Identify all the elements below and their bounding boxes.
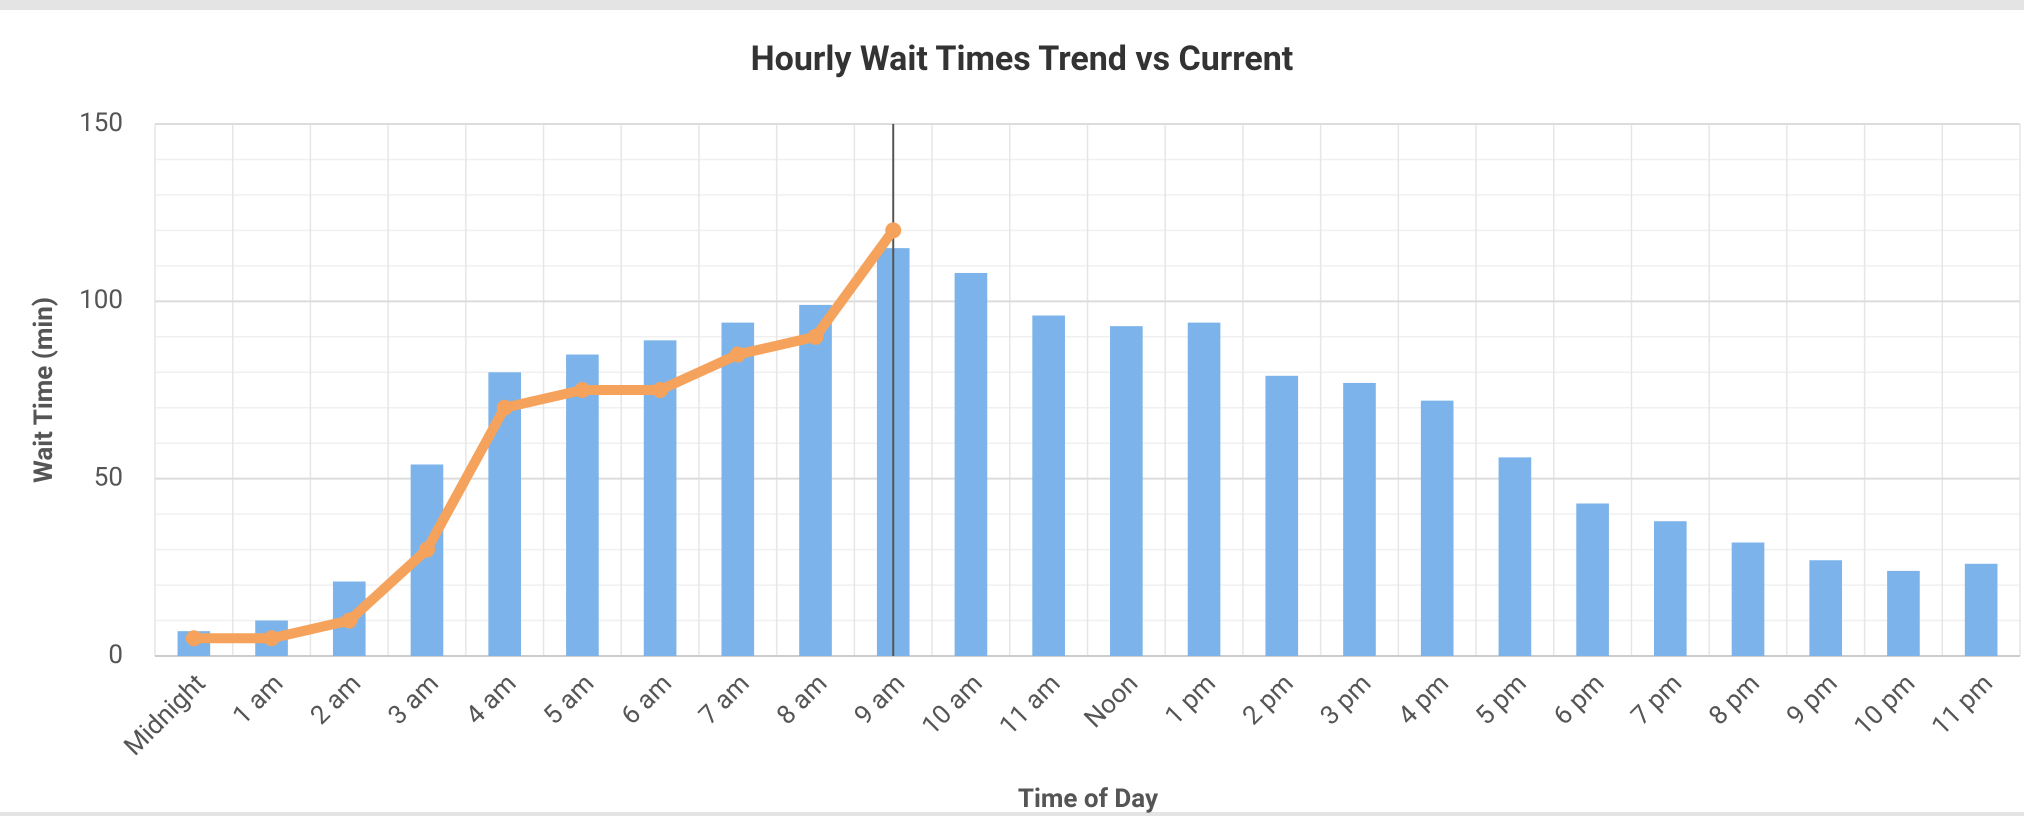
line-point xyxy=(496,399,513,416)
x-tick-label: 10 pm xyxy=(1848,669,1921,742)
x-tick-label: 6 pm xyxy=(1548,669,1611,732)
bar xyxy=(1032,315,1065,656)
line xyxy=(188,225,899,644)
bar xyxy=(1498,457,1532,656)
y-tick-label: 0 xyxy=(108,640,123,670)
y-tick-label: 50 xyxy=(94,463,123,493)
bar xyxy=(1343,382,1376,656)
bar xyxy=(954,272,988,656)
x-tick-label: 8 am xyxy=(771,669,833,731)
x-tick-label: 4 am xyxy=(460,669,522,731)
bottom-border xyxy=(0,812,2024,816)
x-tick-label: 7 am xyxy=(693,669,755,731)
x-tick-label: 4 pm xyxy=(1392,669,1455,732)
bar xyxy=(1187,322,1221,656)
bar xyxy=(1809,560,1843,656)
line-point xyxy=(652,382,669,398)
x-tick-label: 3 pm xyxy=(1315,669,1378,732)
bar xyxy=(1653,521,1687,656)
x-tick-label: 5 pm xyxy=(1470,669,1533,732)
x-tick-label: 9 pm xyxy=(1781,669,1844,732)
bar xyxy=(1964,563,1998,656)
x-tick-label: 1 pm xyxy=(1159,669,1222,732)
x-tick-label: 10 am xyxy=(916,669,989,742)
bar xyxy=(1887,570,1920,656)
line-point xyxy=(341,612,358,629)
line-point xyxy=(885,222,902,239)
x-tick-label: 2 am xyxy=(305,669,367,731)
chart-title: Hourly Wait Times Trend vs Current xyxy=(751,39,1294,79)
y-tick-label: 100 xyxy=(79,285,123,315)
x-tick-label: 5 am xyxy=(538,669,600,731)
y-axis-title: Wait Time (min) xyxy=(29,297,59,483)
line-point xyxy=(807,328,824,345)
x-tick-label: 11 am xyxy=(994,669,1067,742)
x-tick-label: 2 pm xyxy=(1237,669,1300,732)
bar xyxy=(1576,503,1609,656)
x-tick-label: 1 am xyxy=(227,669,289,731)
line-point xyxy=(574,382,591,398)
x-tick-label: Midnight xyxy=(118,669,211,762)
top-border xyxy=(0,0,2024,10)
y-tick-label: 150 xyxy=(79,108,123,138)
x-tick-label: Noon xyxy=(1079,669,1144,734)
x-tick-label: 8 pm xyxy=(1703,669,1766,732)
line-point xyxy=(418,541,435,558)
x-axis-title: Time of Day xyxy=(1018,784,1159,814)
x-tick-label: 6 am xyxy=(616,669,678,731)
x-tick-label: 11 pm xyxy=(1926,669,1999,742)
bar xyxy=(566,354,599,656)
x-tick-label: 7 pm xyxy=(1626,669,1689,732)
bar xyxy=(1265,375,1299,656)
line-point xyxy=(185,630,202,647)
x-tick-label: 3 am xyxy=(383,669,445,731)
bar xyxy=(721,322,755,656)
line-point xyxy=(729,346,746,363)
bar xyxy=(1420,400,1454,656)
bar xyxy=(799,304,832,656)
line-point xyxy=(263,630,280,647)
bar xyxy=(1110,326,1143,656)
x-tick-label: 9 am xyxy=(849,669,911,731)
bar xyxy=(1731,542,1765,656)
